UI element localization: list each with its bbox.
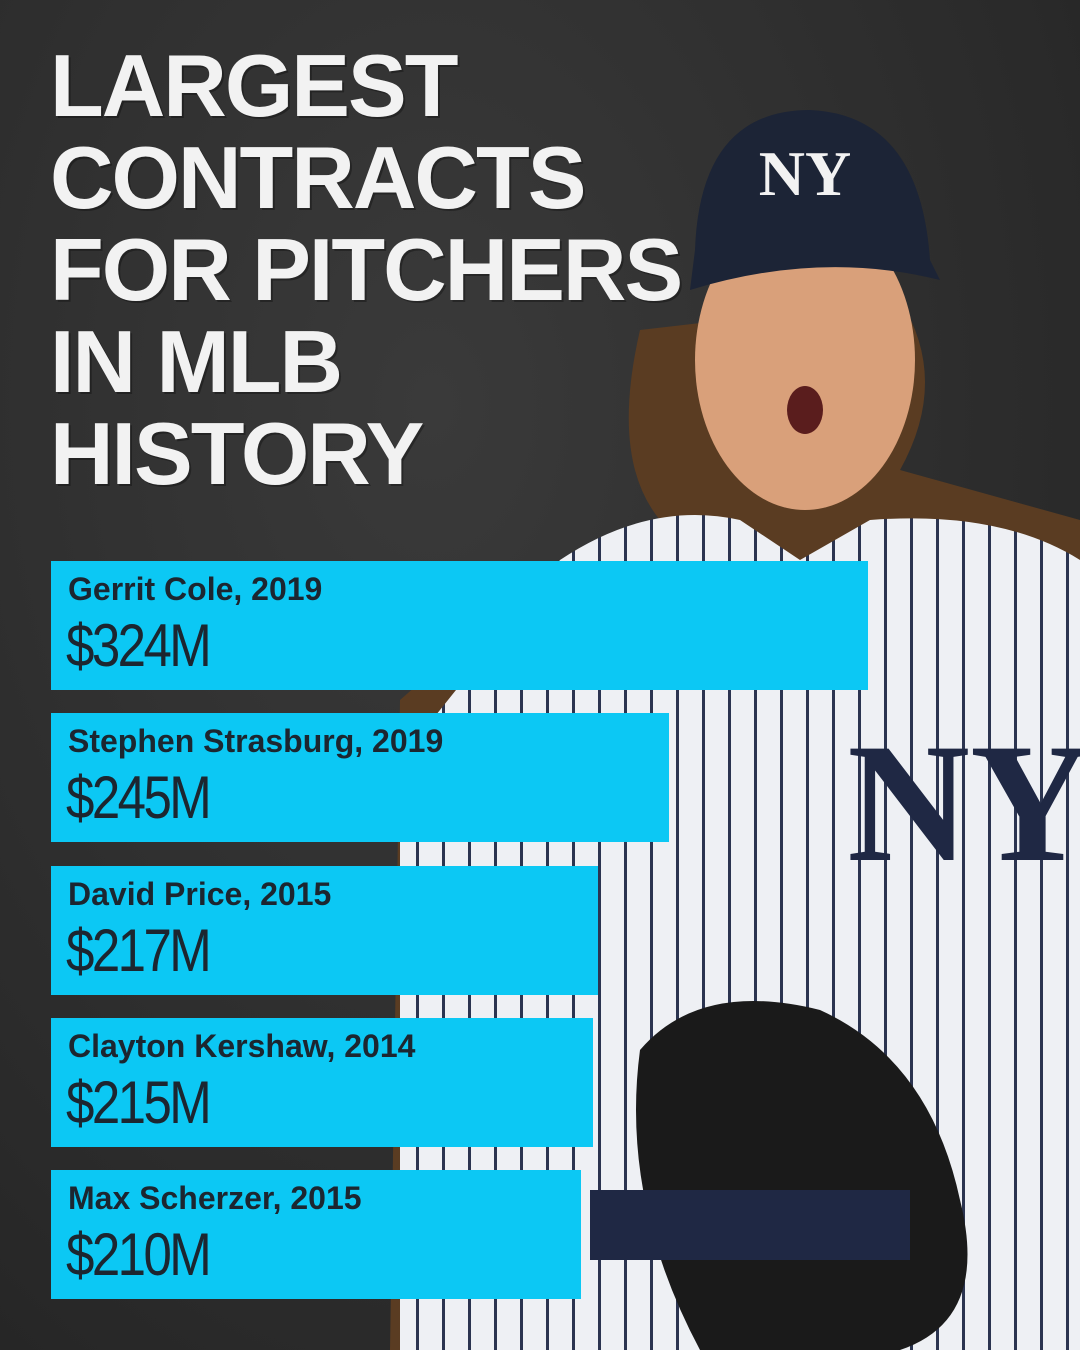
bar-label: David Price, 2015	[68, 875, 332, 912]
value-label: $215M	[66, 1068, 212, 1136]
svg-text:NY: NY	[847, 709, 1080, 897]
value-label: $245M	[66, 764, 212, 832]
value-label: $210M	[66, 1221, 212, 1289]
bar-label: Max Scherzer, 2015	[68, 1180, 362, 1217]
bar: Stephen Strasburg, 2019 $245M	[51, 713, 669, 843]
bar: Gerrit Cole, 2019 $324M	[51, 561, 869, 690]
bar: Clayton Kershaw, 2014 $215M	[51, 1017, 594, 1147]
svg-text:NY: NY	[759, 138, 851, 209]
value-label: $324M	[66, 612, 212, 679]
chart-title: LARGEST CONTRACTS FOR PITCHERS IN MLB HI…	[50, 36, 683, 503]
bar-label: Gerrit Cole, 2019	[68, 571, 323, 607]
bar: Max Scherzer, 2015 $210M	[51, 1170, 581, 1300]
bar-label: Clayton Kershaw, 2014	[68, 1027, 416, 1064]
bar-label: Stephen Strasburg, 2019	[68, 723, 444, 760]
bar: David Price, 2015 $217M	[51, 865, 599, 995]
value-label: $217M	[66, 916, 212, 984]
